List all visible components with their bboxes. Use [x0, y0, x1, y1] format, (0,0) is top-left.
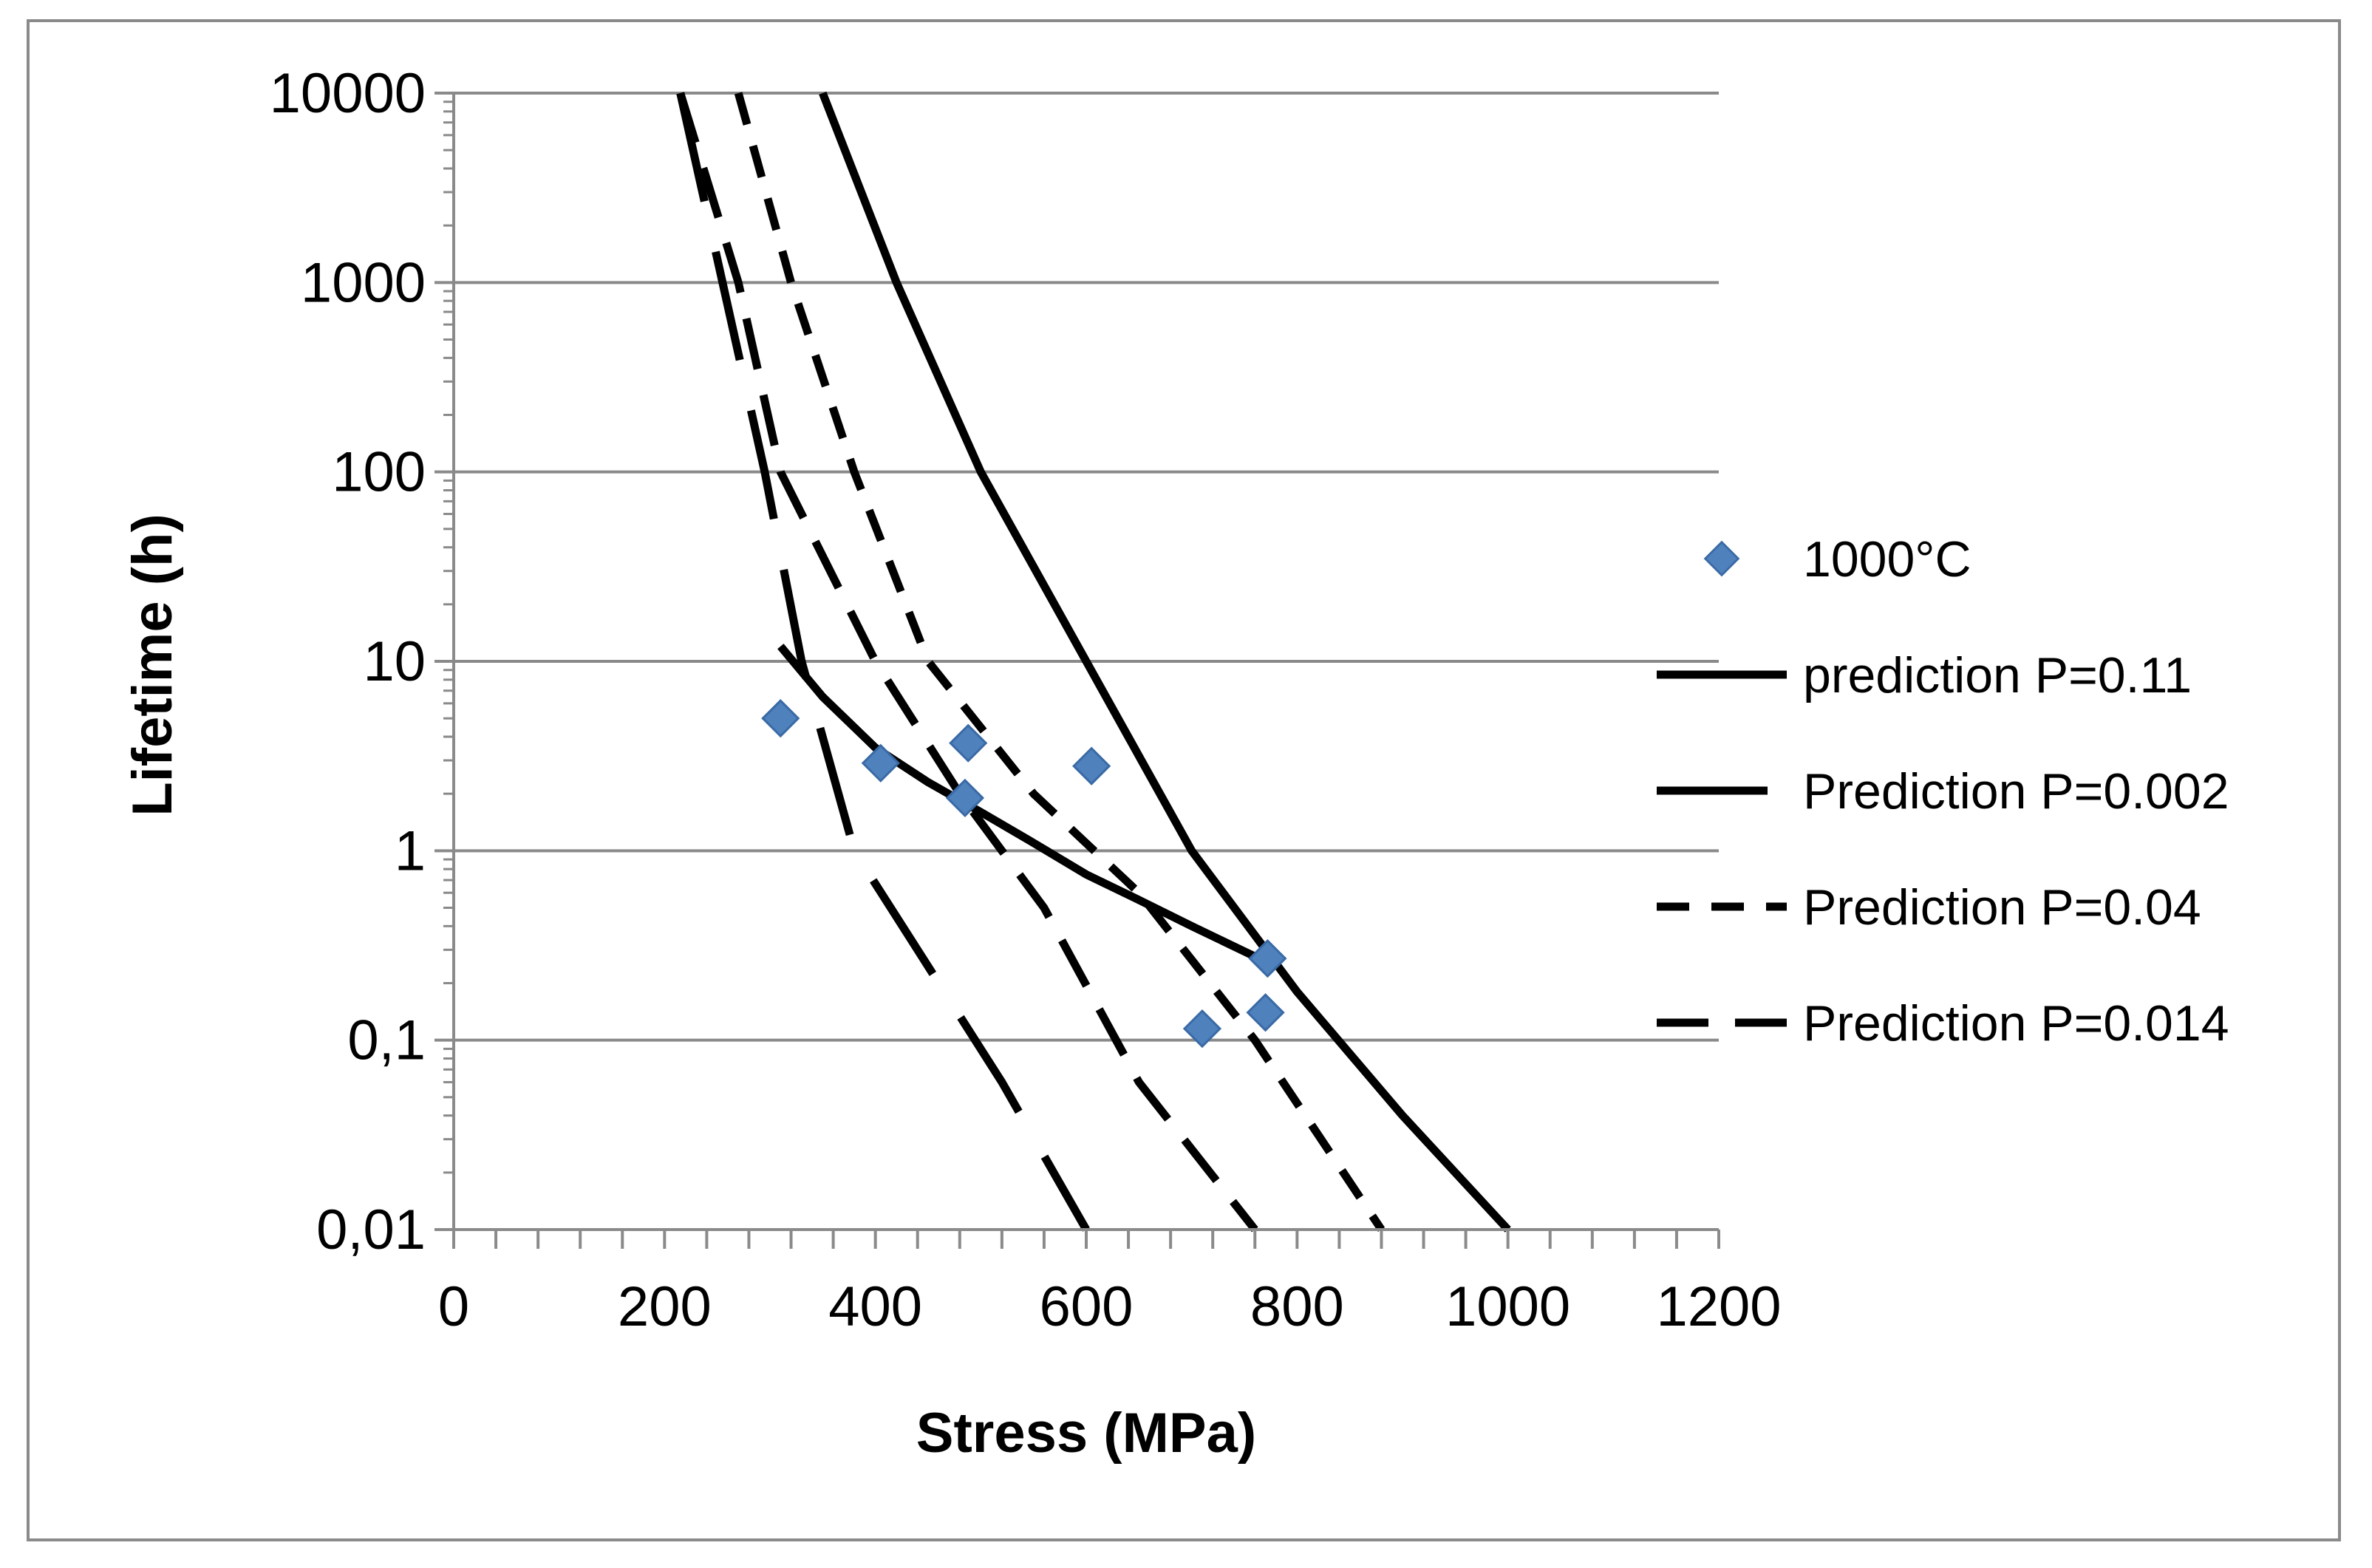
legend-label: prediction P=0.11: [1803, 647, 2192, 703]
legend-label: Prediction P=0.002: [1803, 763, 2229, 819]
series-layer: [676, 92, 1511, 1233]
x-axis-title: Stress (MPa): [916, 1402, 1256, 1465]
y-tick-label: 1: [395, 819, 426, 882]
legend: 1000°C prediction P=0.11 Prediction P=0.00…: [1657, 531, 2229, 1051]
chart-frame: [27, 19, 2341, 1541]
x-tick-label: 400: [828, 1275, 922, 1338]
data-point: [761, 699, 800, 737]
legend-label: 1000°C: [1803, 531, 1971, 587]
y-tick-label: 10: [363, 630, 426, 693]
x-tick-label: 800: [1250, 1275, 1344, 1338]
y-axis-title: Lifetime (h): [121, 514, 184, 817]
series-line: [734, 92, 1386, 1233]
data-point: [862, 744, 900, 783]
grid-layer: [454, 92, 1719, 1042]
x-tick-label: 1000: [1445, 1275, 1570, 1338]
x-tick-label: 1200: [1656, 1275, 1781, 1338]
y-tick-label: 0,1: [347, 1009, 426, 1072]
legend-label: Prediction P=0.04: [1803, 879, 2201, 935]
legend-label: Prediction P=0.014: [1803, 995, 2229, 1051]
y-tick-label: 0,01: [316, 1199, 426, 1261]
y-tick-label: 10000: [270, 62, 426, 125]
labels-layer: 0,01 0,1 1 10 100 1000 10000 0 200 400 600 800 1000 1…: [270, 62, 1782, 1338]
series-line: [676, 92, 1090, 1232]
data-point: [1247, 993, 1285, 1032]
y-tick-label: 100: [332, 441, 426, 504]
series-line: [819, 92, 1511, 1233]
x-tick-label: 600: [1040, 1275, 1134, 1338]
y-tick-label: 1000: [301, 251, 426, 314]
x-tick-label: 0: [438, 1275, 469, 1338]
data-point: [1072, 747, 1111, 785]
series-line: [676, 92, 1258, 1233]
axis-layer: [434, 92, 1720, 1249]
legend-marker: [1704, 541, 1739, 576]
x-tick-label: 200: [618, 1275, 712, 1338]
series-line: [777, 644, 1267, 966]
